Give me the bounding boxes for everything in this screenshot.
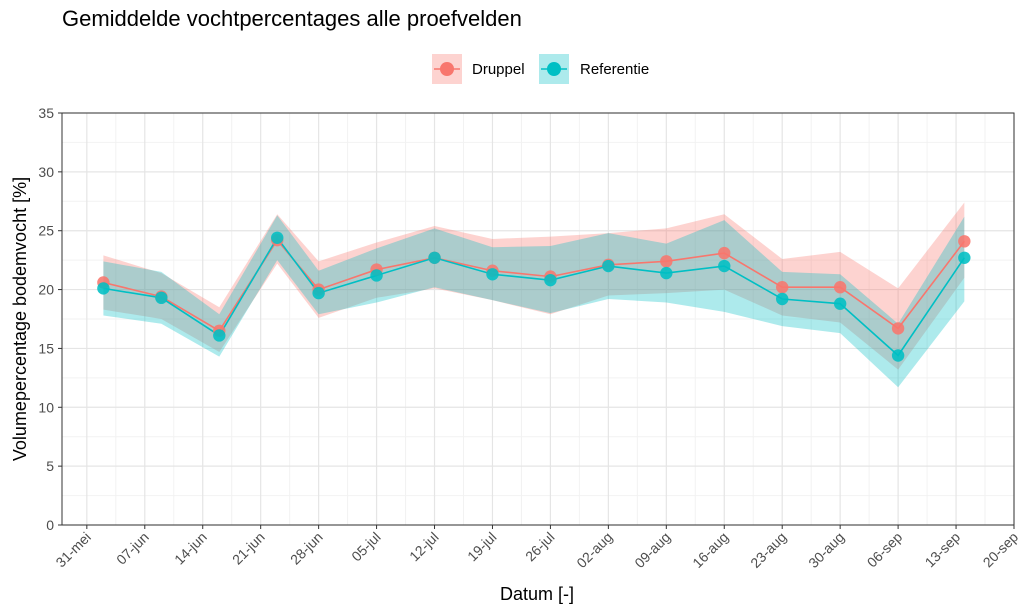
point-referentie	[155, 291, 168, 305]
x-tick-label: 12-jul	[406, 529, 442, 565]
y-tick-label: 0	[46, 517, 54, 533]
point-referentie	[660, 266, 673, 280]
legend-key-druppel-point	[440, 62, 454, 76]
series-points	[97, 231, 971, 362]
point-druppel	[833, 281, 847, 294]
plot-border	[61, 112, 1015, 526]
x-tick-label: 09-aug	[631, 529, 673, 571]
point-referentie	[776, 292, 789, 306]
x-tick-label: 07-jun	[113, 529, 152, 568]
band-druppel	[103, 202, 965, 370]
point-referentie	[891, 349, 905, 362]
point-referentie	[271, 231, 284, 244]
point-referentie	[833, 297, 847, 310]
point-druppel	[958, 235, 971, 248]
y-tick-label: 35	[38, 105, 54, 121]
legend-key-referentie-point	[547, 62, 561, 76]
point-referentie	[370, 269, 383, 282]
x-tick-label: 19-jul	[464, 529, 500, 565]
point-druppel	[718, 246, 731, 260]
point-referentie	[544, 273, 557, 287]
x-tick-label: 13-sep	[922, 529, 964, 571]
x-tick-label: 06-sep	[864, 529, 906, 571]
point-referentie	[958, 251, 971, 264]
x-tick-label: 14-jun	[171, 529, 210, 568]
legend-item-referentie: Referentie	[539, 54, 649, 84]
y-tick-label: 20	[38, 282, 54, 298]
legend: Druppel Referentie	[432, 54, 649, 84]
x-tick-label: 16-aug	[689, 529, 731, 571]
line-referentie	[103, 236, 965, 357]
legend-label-druppel: Druppel	[472, 61, 525, 78]
x-tick-label: 21-jun	[229, 529, 268, 568]
x-axis-title: Datum [-]	[500, 584, 574, 604]
point-referentie	[312, 286, 325, 300]
band-referentie	[103, 215, 965, 388]
point-referentie	[213, 329, 226, 342]
series-lines	[103, 236, 965, 357]
legend-item-druppel: Druppel	[432, 54, 525, 84]
y-axis: 0 5 10 15 20 25 30 35	[38, 105, 62, 533]
y-tick-label: 25	[38, 223, 54, 239]
y-tick-label: 15	[38, 340, 54, 356]
y-axis-title: Volumepercentage bodemvocht [%]	[10, 177, 30, 461]
x-tick-label: 28-jun	[287, 529, 326, 568]
y-tick-label: 10	[38, 399, 54, 415]
x-tick-label: 20-sep	[980, 529, 1022, 571]
x-tick-label: 02-aug	[573, 529, 615, 571]
point-referentie	[602, 259, 615, 273]
x-tick-label: 30-aug	[805, 529, 847, 571]
point-referentie	[718, 259, 731, 273]
x-tick-label: 05-jul	[348, 529, 384, 565]
point-druppel	[660, 255, 673, 268]
x-tick-label: 31-mei	[52, 529, 94, 571]
point-referentie	[486, 268, 499, 281]
point-druppel	[891, 322, 905, 335]
y-tick-label: 30	[38, 164, 54, 180]
point-druppel	[776, 281, 789, 294]
confidence-bands	[103, 202, 965, 388]
x-tick-label: 26-jul	[522, 529, 558, 565]
point-referentie	[97, 282, 110, 295]
x-tick-label: 23-aug	[747, 529, 789, 571]
x-axis: 31-mei 07-jun 14-jun 21-jun 28-jun 05-jul 12-j…	[52, 525, 1021, 571]
point-referentie	[428, 251, 441, 264]
chart-title: Gemiddelde vochtpercentages alle proefve…	[62, 6, 522, 31]
legend-label-referentie: Referentie	[580, 61, 649, 78]
y-tick-label: 5	[46, 458, 54, 474]
